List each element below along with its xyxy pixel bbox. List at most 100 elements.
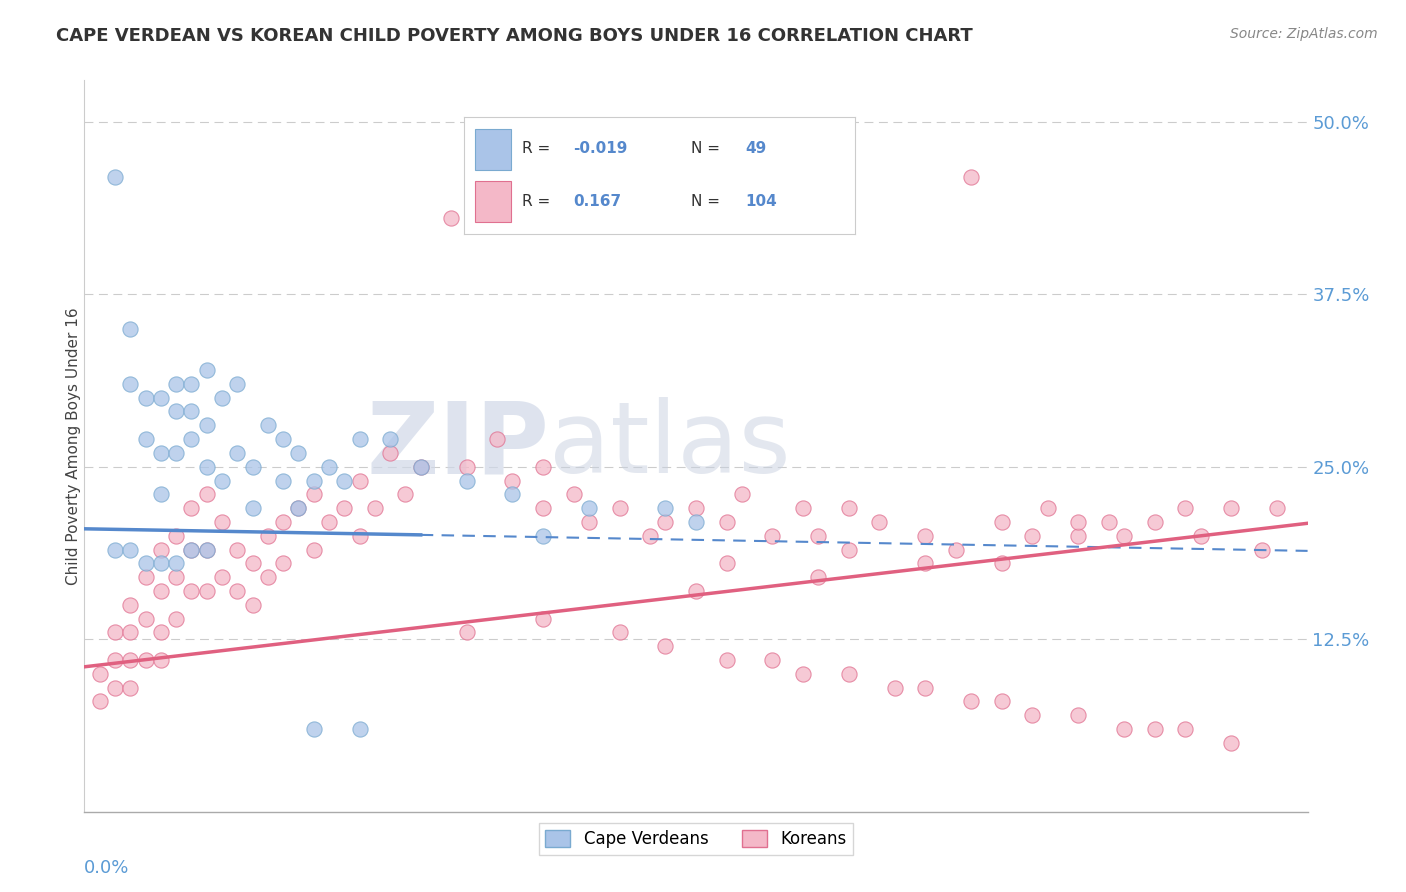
Point: [1143, 515, 1166, 529]
Point: [104, 681, 127, 695]
Point: [195, 418, 218, 433]
Point: [135, 653, 157, 667]
Point: [195, 363, 218, 377]
Point: [838, 542, 860, 557]
Point: [302, 487, 325, 501]
Point: [226, 446, 249, 460]
Point: [149, 583, 172, 598]
Point: [914, 557, 936, 571]
Point: [394, 487, 416, 501]
Point: [333, 501, 356, 516]
Point: [531, 529, 554, 543]
Point: [654, 501, 676, 516]
Point: [960, 694, 983, 708]
Point: [135, 391, 157, 405]
Point: [531, 611, 554, 625]
Point: [149, 542, 172, 557]
Point: [991, 694, 1014, 708]
Point: [1067, 515, 1090, 529]
Point: [807, 570, 830, 584]
Point: [120, 321, 142, 335]
Point: [318, 459, 340, 474]
Text: ZIP: ZIP: [367, 398, 550, 494]
Point: [257, 570, 280, 584]
Point: [195, 487, 218, 501]
Point: [456, 459, 478, 474]
Point: [685, 515, 707, 529]
Point: [914, 529, 936, 543]
Point: [211, 474, 233, 488]
Point: [486, 432, 509, 446]
Point: [149, 391, 172, 405]
Point: [1265, 501, 1288, 516]
Point: [211, 515, 233, 529]
Point: [1143, 722, 1166, 736]
Point: [149, 653, 172, 667]
Point: [960, 169, 983, 184]
Point: [440, 211, 463, 226]
Point: [578, 501, 600, 516]
Point: [609, 501, 631, 516]
Point: [654, 515, 676, 529]
Point: [271, 432, 294, 446]
Point: [242, 557, 264, 571]
Point: [838, 501, 860, 516]
Point: [89, 694, 111, 708]
Point: [502, 487, 524, 501]
Point: [180, 432, 202, 446]
Point: [165, 529, 187, 543]
Point: [716, 515, 738, 529]
Point: [180, 501, 202, 516]
Point: [578, 515, 600, 529]
Point: [349, 474, 371, 488]
Point: [271, 515, 294, 529]
Point: [226, 376, 249, 391]
Point: [165, 557, 187, 571]
Point: [716, 653, 738, 667]
Point: [991, 515, 1014, 529]
Point: [135, 570, 157, 584]
Point: [761, 653, 783, 667]
Point: [991, 557, 1014, 571]
Point: [135, 557, 157, 571]
Point: [287, 501, 309, 516]
Point: [1036, 501, 1059, 516]
Point: [685, 583, 707, 598]
Point: [271, 557, 294, 571]
Point: [792, 666, 814, 681]
Point: [287, 501, 309, 516]
Point: [195, 583, 218, 598]
Point: [226, 583, 249, 598]
Point: [242, 501, 264, 516]
Point: [195, 542, 218, 557]
Point: [502, 474, 524, 488]
Point: [271, 474, 294, 488]
Point: [302, 474, 325, 488]
Point: [456, 625, 478, 640]
Point: [609, 625, 631, 640]
Point: [456, 474, 478, 488]
Point: [257, 529, 280, 543]
Point: [211, 391, 233, 405]
Point: [1250, 542, 1272, 557]
Point: [1220, 501, 1243, 516]
Point: [1067, 708, 1090, 723]
Point: [1021, 708, 1043, 723]
Point: [716, 557, 738, 571]
Point: [120, 653, 142, 667]
Point: [104, 653, 127, 667]
Point: [883, 681, 905, 695]
Point: [409, 459, 432, 474]
Point: [149, 487, 172, 501]
Point: [195, 459, 218, 474]
Point: [792, 501, 814, 516]
Point: [180, 583, 202, 598]
Point: [914, 681, 936, 695]
Point: [731, 487, 754, 501]
Point: [531, 459, 554, 474]
Point: [242, 459, 264, 474]
Point: [120, 376, 142, 391]
Point: [638, 529, 661, 543]
Point: [226, 542, 249, 557]
Text: 0.0%: 0.0%: [84, 859, 129, 877]
